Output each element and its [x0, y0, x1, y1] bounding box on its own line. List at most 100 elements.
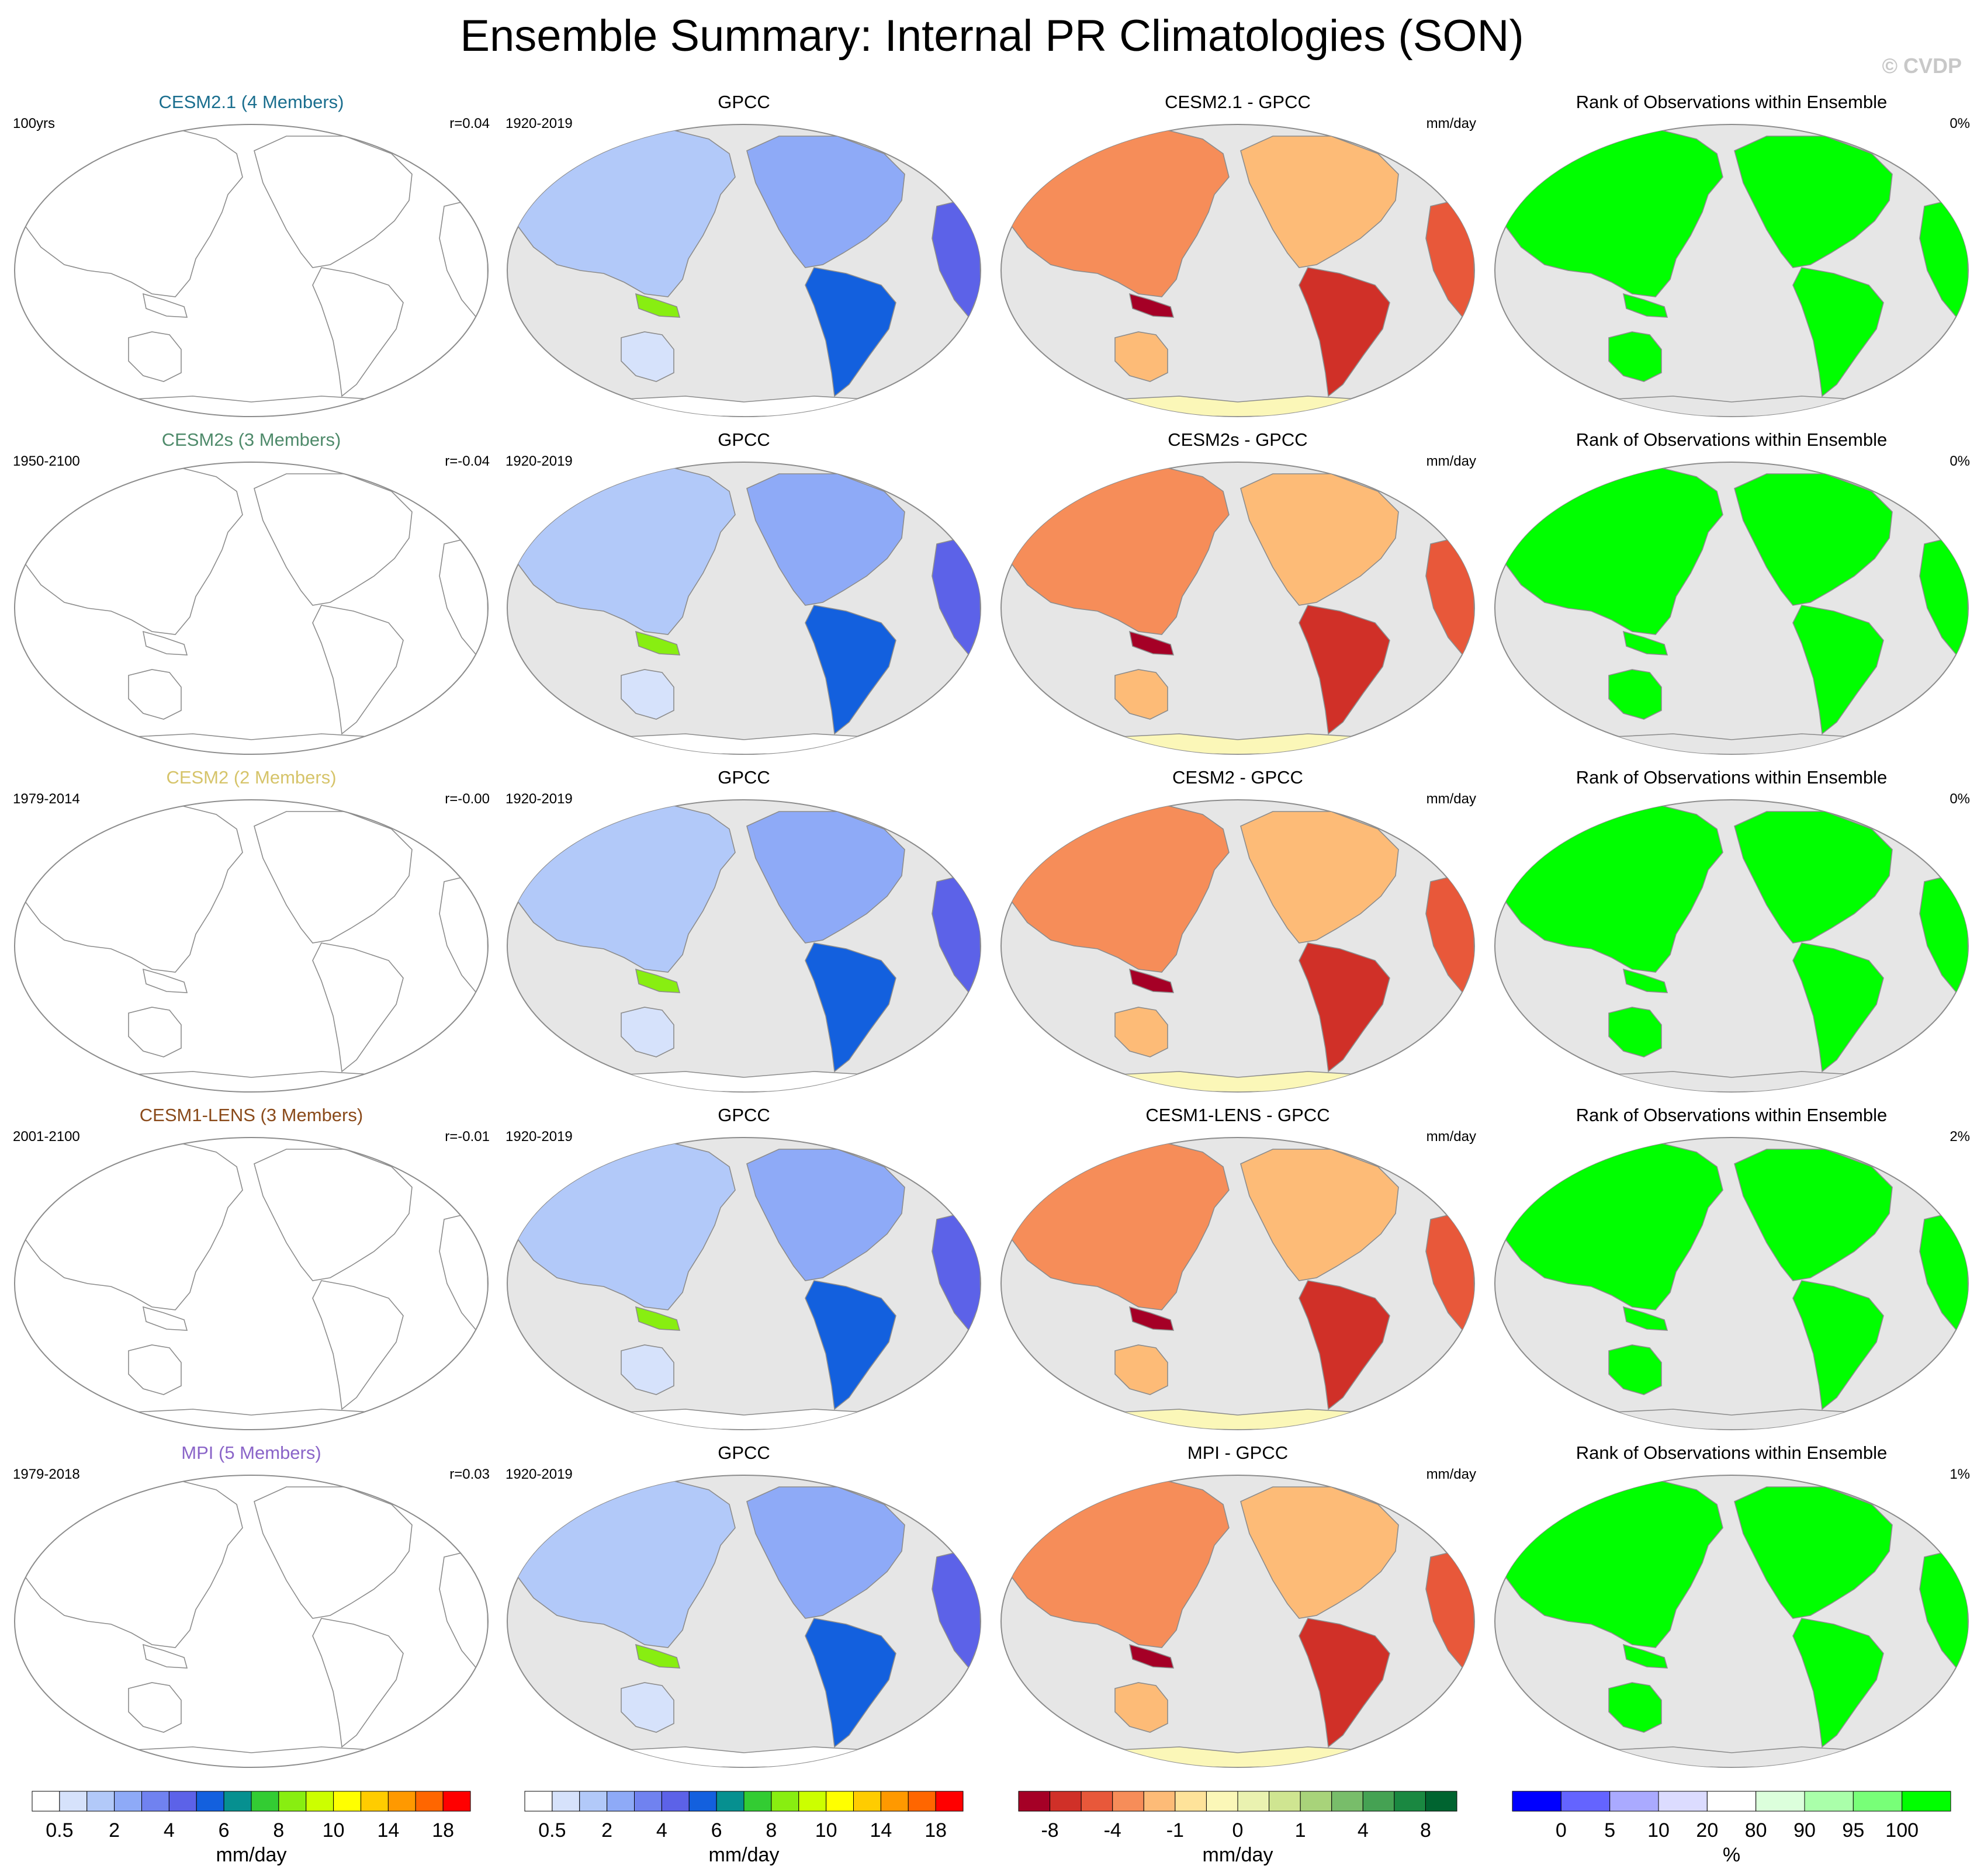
panel-title: Rank of Observations within Ensemble — [1576, 429, 1887, 450]
colorbar-swatch — [361, 1791, 389, 1812]
colorbar-tick-label: 10 — [815, 1819, 837, 1842]
land-malay — [1128, 630, 1175, 656]
units-label: mm/day — [1426, 1466, 1476, 1482]
land-samerica — [312, 267, 404, 397]
colorbar-swatch — [826, 1791, 854, 1812]
globe-background — [14, 1137, 489, 1430]
colorbar-swatch — [387, 1791, 416, 1812]
map-panel-c1-r2 — [14, 462, 489, 755]
panel-title: CESM2s (3 Members) — [162, 429, 341, 450]
land-malay — [142, 968, 188, 993]
panel-title: GPCC — [718, 92, 770, 112]
colorbar-swatch — [1269, 1791, 1301, 1812]
land-namerica — [1734, 473, 1893, 606]
colorbar-swatch — [415, 1791, 444, 1812]
colorbar-swatch — [552, 1791, 580, 1812]
panel-title: CESM2.1 (4 Members) — [159, 92, 344, 112]
land-layer — [513, 1480, 981, 1767]
correlation-label: r=0.04 — [449, 116, 490, 131]
colorbar-swatch — [1300, 1791, 1332, 1812]
colorbar-swatch — [1804, 1791, 1854, 1812]
land-malay — [142, 1306, 188, 1331]
land-namerica — [254, 1486, 413, 1619]
land-australia — [1114, 1344, 1168, 1395]
colorbar-tick-label: 4 — [164, 1819, 175, 1842]
colorbar-swatch — [579, 1791, 608, 1812]
period-label: 1979-2018 — [13, 1466, 80, 1482]
colorbar-swatch — [1018, 1791, 1051, 1812]
land-australia — [128, 1007, 182, 1057]
colorbar-tick-label: -8 — [1041, 1819, 1058, 1842]
colorbar-swatch — [32, 1791, 60, 1812]
page-title: Ensemble Summary: Internal PR Climatolog… — [460, 11, 1524, 61]
land-australia — [1608, 669, 1662, 720]
colorbar-tick-label: 10 — [1647, 1819, 1670, 1842]
colorbar-swatch — [1658, 1791, 1708, 1812]
land-malay — [635, 630, 681, 656]
land-australia — [1608, 1682, 1662, 1733]
land-samerica — [312, 942, 404, 1073]
colorbar-swatch — [251, 1791, 279, 1812]
colorbar-swatch — [1362, 1791, 1395, 1812]
land-namerica — [1240, 136, 1399, 268]
land-samerica — [805, 267, 896, 397]
land-malay — [1128, 1306, 1175, 1331]
colorbar-tick-label: 2 — [109, 1819, 120, 1842]
colorbar-tick-label: -1 — [1166, 1819, 1184, 1842]
globe-background — [14, 799, 489, 1093]
land-samerica — [312, 1280, 404, 1410]
map-panel-c2-r4 — [507, 1137, 981, 1430]
colorbar-swatch — [634, 1791, 662, 1812]
colorbar-tick-label: 6 — [711, 1819, 722, 1842]
panel-title: GPCC — [718, 429, 770, 450]
colorbar-swatch — [278, 1791, 307, 1812]
panel-title: CESM2s - GPCC — [1168, 429, 1307, 450]
map-panel-c1-r5 — [14, 1475, 489, 1768]
land-australia — [128, 331, 182, 382]
colorbar-swatch — [771, 1791, 799, 1812]
land-malay — [635, 968, 681, 993]
panel-title: GPCC — [718, 767, 770, 788]
units-label: mm/day — [1426, 116, 1476, 131]
colorbar-swatch — [1112, 1791, 1144, 1812]
land-australia — [621, 1344, 674, 1395]
percent-label: 0% — [1950, 453, 1970, 469]
land-samerica — [312, 605, 404, 735]
land-namerica — [1240, 811, 1399, 944]
land-malay — [1622, 293, 1668, 318]
colorbar-tick-label: 2 — [601, 1819, 612, 1842]
panel-title: CESM1-LENS (3 Members) — [140, 1105, 363, 1125]
colorbar-swatch — [880, 1791, 909, 1812]
land-australia — [621, 1682, 674, 1733]
colorbar-tick-label: 8 — [1420, 1819, 1431, 1842]
period-label: 1979-2014 — [13, 791, 80, 807]
land-namerica — [1240, 1486, 1399, 1619]
land-malay — [142, 630, 188, 656]
land-australia — [1114, 669, 1168, 720]
colorbar-tick-label: 14 — [377, 1819, 399, 1842]
land-samerica — [1792, 605, 1884, 735]
colorbar-swatch — [1853, 1791, 1903, 1812]
correlation-label: r=-0.04 — [445, 453, 490, 469]
colorbar-tick-label: 0.5 — [538, 1819, 566, 1842]
panel-title: MPI (5 Members) — [181, 1442, 321, 1463]
map-panel-c1-r3 — [14, 799, 489, 1093]
colorbar-swatch — [716, 1791, 745, 1812]
colorbar-tick-label: 1 — [1295, 1819, 1306, 1842]
colorbar-swatch — [935, 1791, 964, 1812]
colorbar-tick-label: 18 — [432, 1819, 454, 1842]
colorbar-tick-label: 20 — [1696, 1819, 1718, 1842]
colorbar-tick-label: 4 — [656, 1819, 667, 1842]
period-label: 100yrs — [13, 116, 55, 131]
colorbar-tick-label: 100 — [1885, 1819, 1919, 1842]
land-namerica — [746, 811, 905, 944]
colorbar-tick-label: 95 — [1842, 1819, 1864, 1842]
map-panel-c3-r5 — [1000, 1475, 1475, 1768]
land-malay — [635, 293, 681, 318]
land-namerica — [1240, 1149, 1399, 1281]
colorbar-swatch — [1425, 1791, 1457, 1812]
colorbar-swatch — [853, 1791, 881, 1812]
colorbar-tick-label: 14 — [870, 1819, 892, 1842]
colorbar-tick-label: 0 — [1232, 1819, 1244, 1842]
land-australia — [621, 669, 674, 720]
